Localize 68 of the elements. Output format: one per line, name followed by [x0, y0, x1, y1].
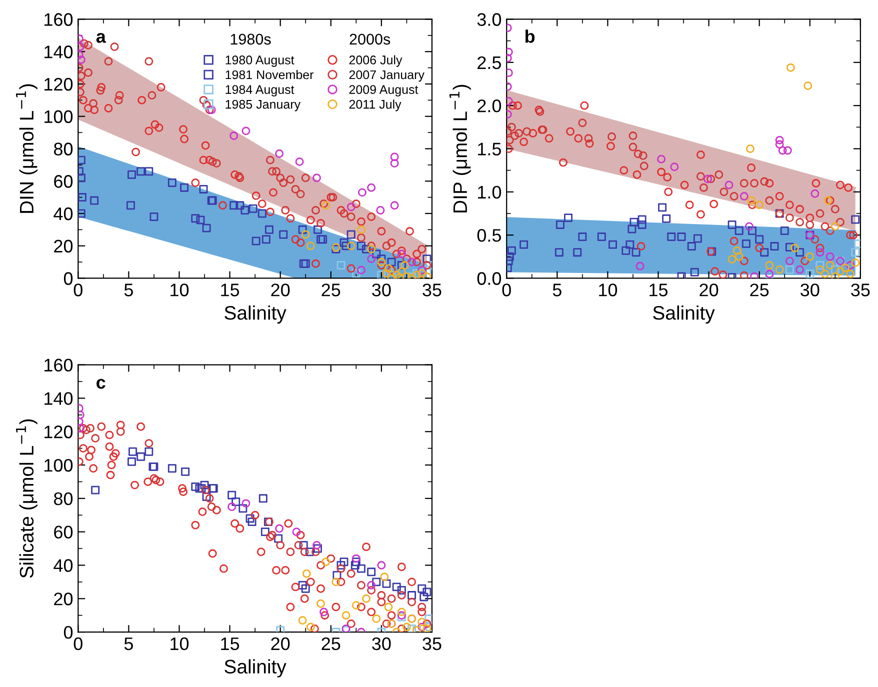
- legend-label: 2006 July: [349, 55, 402, 67]
- x-tick-label: 0: [74, 284, 82, 296]
- x-tick-label: 10: [170, 284, 189, 296]
- x-axis-title: Salinity: [653, 305, 715, 324]
- y-tick-label: 3.0: [477, 13, 502, 26]
- x-tick-label: 20: [271, 637, 290, 650]
- x-tick-label: 30: [800, 284, 820, 296]
- text: a: [96, 32, 106, 43]
- legend-label: 1984 August: [226, 85, 294, 96]
- x-tick-label: 25: [322, 284, 340, 296]
- y-tick-label: 0: [64, 272, 73, 285]
- y-tick-label: 0.5: [477, 229, 501, 242]
- x-tick-label: 30: [372, 637, 391, 650]
- annotation: 2000s: [350, 34, 390, 45]
- legend-label: 1980 August: [226, 56, 294, 67]
- y-tick-label: 2.5: [478, 56, 501, 70]
- x-tick-label: 5: [552, 284, 562, 296]
- x-tick-label: 15: [221, 638, 240, 650]
- chart-title: b: [525, 30, 535, 43]
- y-tick-label: 80: [54, 492, 73, 506]
- x-tick-label: 25: [750, 284, 769, 296]
- x-tick-label: 25: [322, 637, 340, 650]
- x-tick-label: 5: [124, 284, 133, 296]
- y-tick-label: 0.0: [477, 272, 502, 285]
- x-tick-label: 0: [74, 637, 82, 650]
- y-tick-label: 20: [54, 240, 73, 253]
- x-tick-label: 10: [599, 284, 618, 296]
- x-axis-title: Salinity: [224, 659, 286, 678]
- x-tick-label: 0: [502, 284, 511, 296]
- x-tick-label: 20: [271, 284, 290, 296]
- x-tick-label: 30: [372, 284, 391, 296]
- x-tick-label: 35: [851, 284, 870, 296]
- y-tick-label: 160: [44, 358, 73, 372]
- y-tick-label: 120: [44, 426, 73, 438]
- y-tick-label: 40: [54, 207, 73, 220]
- legend-label: 1981 November: [226, 70, 314, 80]
- y-tick-label: 40: [54, 559, 73, 572]
- x-tick-label: 15: [650, 284, 668, 296]
- y-axis-title: Silicate (μmol L$^{−1}$): [16, 419, 38, 578]
- x-tick-label: 20: [700, 284, 718, 296]
- x-tick-label: 15: [221, 284, 240, 296]
- y-tick-label: 140: [44, 46, 73, 58]
- y-tick-label: 20: [54, 592, 73, 606]
- y-tick-label: 100: [44, 110, 73, 124]
- y-tick-label: 60: [54, 526, 73, 539]
- y-tick-label: 2.0: [478, 100, 502, 112]
- x-axis-title: Salinity: [224, 305, 286, 324]
- y-tick-label: 0: [64, 626, 73, 639]
- legend-label: 1985 January: [226, 100, 301, 112]
- legend-label: 2009 August: [349, 85, 418, 96]
- x-tick-label: 5: [124, 638, 133, 650]
- y-tick-label: 1.5: [478, 142, 501, 156]
- y-tick-label: 140: [44, 392, 73, 405]
- annotation: 1980s: [230, 34, 271, 45]
- y-tick-label: 100: [44, 458, 73, 472]
- x-tick-label: 35: [422, 284, 442, 296]
- x-tick-label: 35: [422, 637, 442, 650]
- text: c: [96, 378, 106, 389]
- y-tick-label: 80: [54, 142, 73, 156]
- legend-label: 2011 July: [349, 100, 402, 112]
- legend-label: 2007 January: [349, 70, 424, 82]
- x-tick-label: 10: [170, 637, 189, 650]
- y-axis-title: DIN (μmol L$^{−1}$): [16, 84, 38, 213]
- y-tick-label: 160: [44, 13, 73, 26]
- y-axis-title: DIP (μmol L$^{−1}$): [450, 84, 471, 212]
- y-tick-label: 120: [44, 78, 73, 91]
- y-tick-label: 60: [54, 175, 73, 188]
- y-tick-label: 1.0: [478, 186, 502, 199]
